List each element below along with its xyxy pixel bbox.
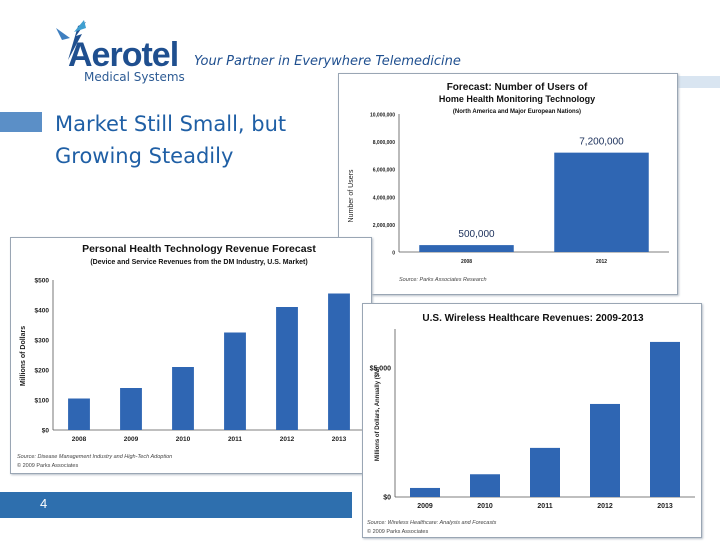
x-tick-label: 2008 [72,436,87,443]
x-tick-label: 2008 [461,259,472,265]
bar [410,487,440,497]
y-tick-label: $0 [42,428,50,435]
y-tick-label: $500 [35,278,50,285]
title-accent-block [0,112,42,132]
wireless-revenue-chart: U.S. Wireless Healthcare Revenues: 2009-… [362,303,702,538]
x-tick-label: 2013 [332,436,347,443]
y-axis-label: Number of Users [348,169,355,222]
x-tick-label: 2011 [228,436,242,443]
bar [590,403,620,497]
bar [120,388,142,430]
y-tick-label: 2,000,000 [373,223,395,229]
slide-title-line1: Market Still Small, but [55,112,287,136]
bar [276,307,298,430]
y-tick-label: $100 [35,398,50,405]
revenue-forecast-chart: Personal Health Technology Revenue Forec… [10,237,372,474]
chart-subtitle2: (North America and Major European Nation… [453,109,581,115]
chart-subtitle: Home Health Monitoring Technology [439,94,595,104]
source-note-line2: © 2009 Parks Associates [17,462,78,469]
wireless-revenue-svg: U.S. Wireless Healthcare Revenues: 2009-… [367,313,695,535]
source-note-line1: Source: Wireless Healthcare: Analysis an… [367,520,497,526]
x-tick-label: 2013 [657,503,673,510]
y-tick-label: 0 [392,251,395,257]
chart-subtitle: (Device and Service Revenues from the DM… [90,259,307,266]
y-tick-label: $5,000 [370,365,392,372]
y-tick-label: $200 [35,368,50,375]
chart-title: U.S. Wireless Healthcare Revenues: 2009-… [422,313,644,324]
y-tick-label: 8,000,000 [373,140,395,146]
aerotel-logo: Aerotel Medical Systems [40,18,190,84]
x-tick-label: 2009 [124,436,139,443]
source-note-line1: Source: Disease Management Industry and … [17,454,172,460]
y-tick-label: 4,000,000 [373,195,395,201]
y-tick-label: $0 [383,495,391,502]
source-note-line2: © 2009 Parks Associates [367,528,428,535]
data-label: 500,000 [458,229,495,240]
slide-title: Market Still Small, but Growing Steadily [55,108,286,172]
y-tick-label: 10,000,000 [370,113,395,119]
x-tick-label: 2011 [537,503,552,510]
footer-bar [0,492,352,518]
x-tick-label: 2010 [176,436,191,443]
slide-title-line2: Growing Steadily [55,144,234,168]
bar [328,293,350,430]
data-label: 7,200,000 [579,137,624,148]
bird-logo-icon [56,20,86,60]
bar [419,245,514,252]
x-tick-label: 2012 [596,259,607,265]
y-tick-label: 6,000,000 [373,168,395,174]
chart-title: Personal Health Technology Revenue Forec… [82,243,316,255]
bar [530,447,560,497]
chart-title: Forecast: Number of Users of [447,82,588,93]
x-tick-label: 2009 [417,503,433,510]
bar [68,398,90,430]
y-tick-label: $400 [35,308,50,315]
x-tick-label: 2012 [280,436,295,443]
bar [650,341,680,497]
bar [554,152,649,252]
users-forecast-svg: Forecast: Number of Users of Home Health… [348,82,669,283]
revenue-forecast-svg: Personal Health Technology Revenue Forec… [17,243,365,469]
bar [172,367,194,430]
y-axis-label: Millions of Dollars, Annually ($M) [375,367,381,461]
x-tick-label: 2012 [597,503,613,510]
page-number: 4 [40,496,48,511]
x-tick-label: 2010 [477,503,493,510]
logo-wordmark: Aerotel [68,36,179,74]
users-forecast-chart: Forecast: Number of Users of Home Health… [338,73,678,295]
y-tick-label: $300 [35,338,50,345]
bar [470,474,500,497]
logo-subtitle: Medical Systems [84,70,185,84]
y-axis-label: Millions of Dollars [20,326,27,386]
source-note: Source: Parks Associates Research [399,277,487,283]
tagline: Your Partner in Everywhere Telemedicine [194,54,461,69]
bar [224,332,246,430]
